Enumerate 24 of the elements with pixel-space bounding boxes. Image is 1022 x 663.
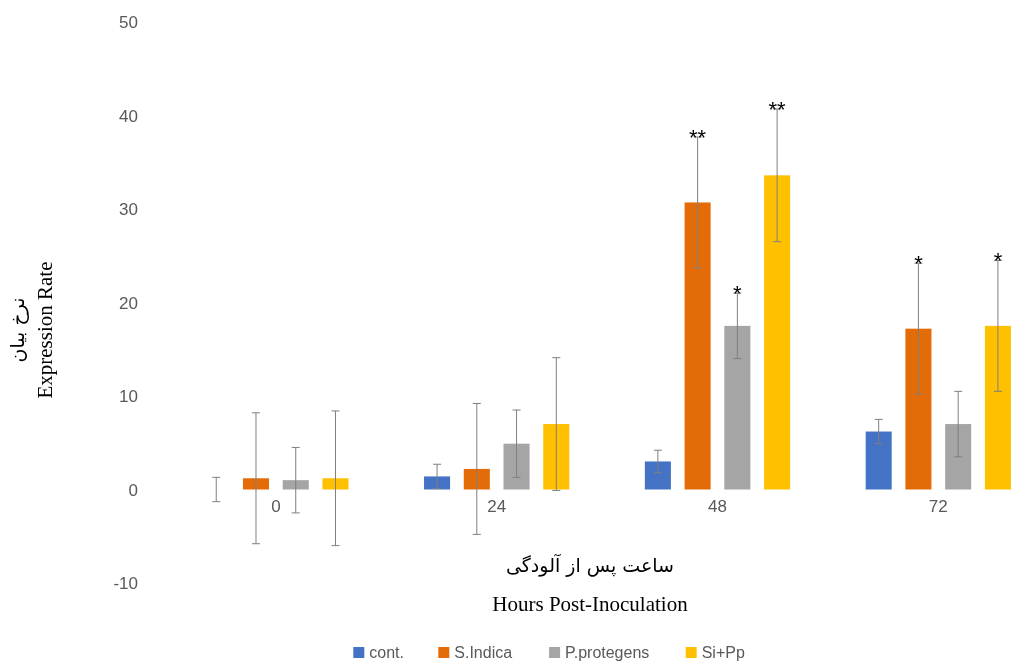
x-tick-label: 72 [928,496,948,516]
y-tick-label: 50 [119,13,138,32]
x-tick-label: 0 [271,496,281,516]
data-label: ** [768,96,787,122]
x-axis-title: Hours Post-Inoculation [492,592,689,616]
data-label: * [914,251,924,277]
text: نرخ بیان [6,297,29,363]
data-label: * [733,281,743,307]
legend-label: cont. [369,644,404,661]
legend-label: Si+Pp [701,644,745,661]
y-tick-label: 40 [119,106,138,126]
x-tick-label: 48 [708,496,727,516]
annotation: ساعت پس از آلودگی [505,553,675,577]
data-label: * [993,248,1003,274]
x-tick-label: 24 [487,496,507,516]
y-tick-label: 20 [119,293,138,313]
y-axis-title: Expression Rate [33,261,57,399]
legend-label: S.Indica [454,644,513,661]
y-tick-label: 0 [128,480,138,500]
y-tick-label: 10 [119,387,138,406]
y-tick-label: 30 [119,200,138,219]
legend-label: P.protegens [565,644,650,661]
y-tick-label: -10 [113,574,138,593]
data-label: ** [689,125,707,151]
